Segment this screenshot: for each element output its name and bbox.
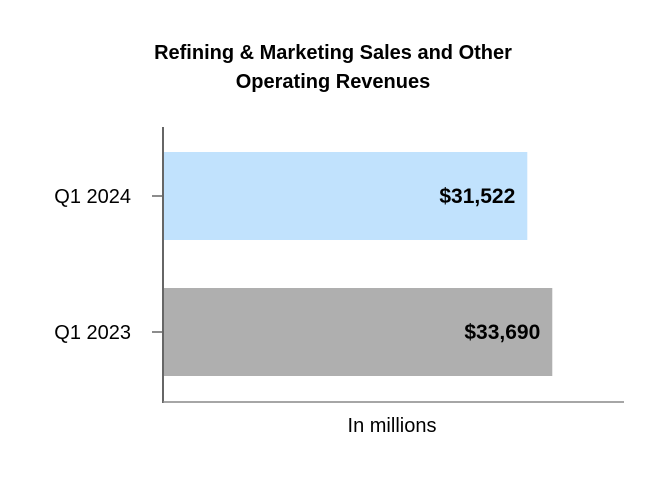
chart-title-line-2: Operating Revenues bbox=[236, 71, 431, 93]
bar-q1-2023 bbox=[164, 288, 553, 376]
category-label: Q1 2024 bbox=[54, 186, 131, 208]
bar-q1-2024 bbox=[164, 152, 528, 240]
x-axis-label: In millions bbox=[348, 415, 437, 437]
bars-layer: Q1 2024 $31,522 Q1 2023 $33,690 bbox=[54, 152, 553, 376]
category-label: Q1 2023 bbox=[54, 322, 131, 344]
chart-title-line-1: Refining & Marketing Sales and Other bbox=[154, 42, 512, 64]
bar-value-label: $31,522 bbox=[439, 185, 515, 208]
bar-value-label: $33,690 bbox=[464, 321, 540, 344]
